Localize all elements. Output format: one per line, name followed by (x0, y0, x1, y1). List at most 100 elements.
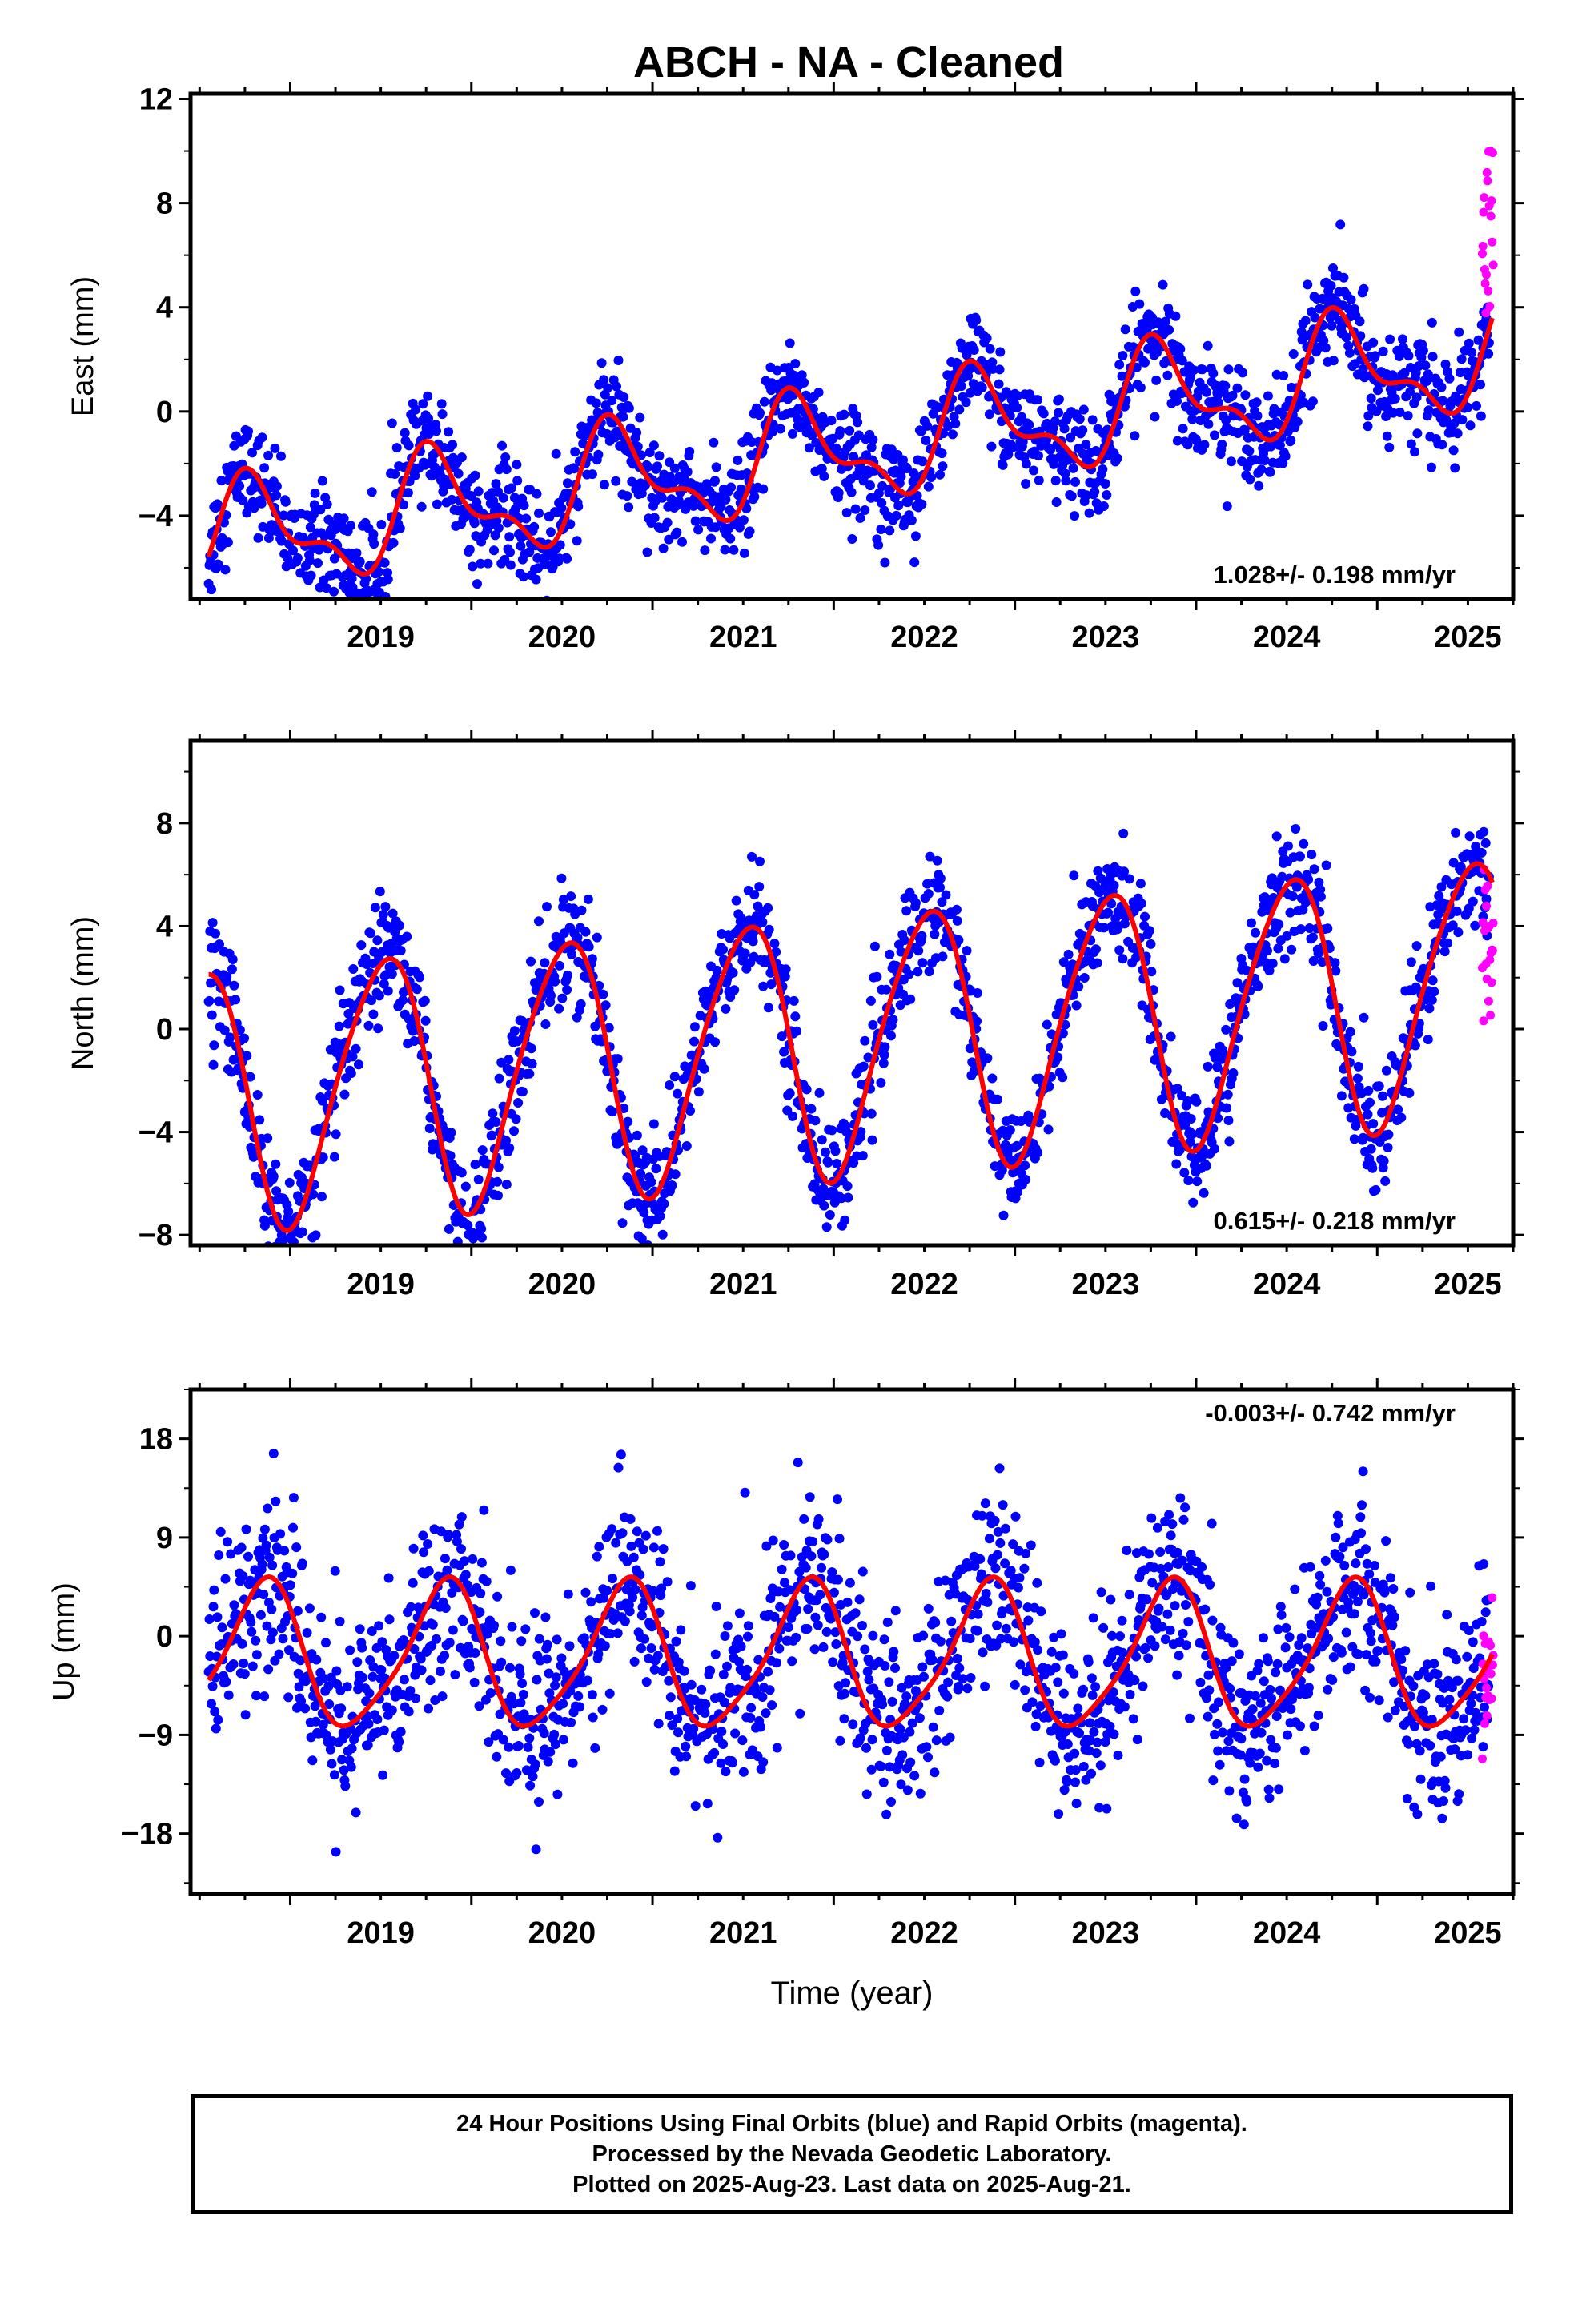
data-point-final (927, 1655, 938, 1665)
data-point-final (649, 1664, 660, 1675)
data-point-final (1033, 1148, 1043, 1158)
data-point-final (1292, 416, 1303, 427)
data-point-final (335, 1616, 345, 1626)
data-point-final (933, 402, 943, 412)
data-point-final (625, 1514, 636, 1524)
data-point-final (710, 1649, 721, 1659)
data-point-final (562, 553, 572, 564)
data-point-final (628, 1552, 639, 1562)
data-point-final (404, 1707, 414, 1717)
data-point-final (1444, 373, 1455, 384)
data-point-final (1182, 440, 1193, 450)
data-point-final (334, 1021, 344, 1031)
data-point-final (342, 1682, 352, 1692)
data-point-final (721, 1003, 731, 1014)
data-point-final (367, 487, 377, 497)
data-point-final (418, 399, 428, 409)
data-point-final (954, 935, 964, 945)
data-point-final (543, 1756, 553, 1767)
data-point-final (604, 1023, 614, 1033)
data-point-final (803, 1604, 813, 1614)
data-point-final (1210, 430, 1219, 440)
data-point-final (412, 984, 422, 995)
data-point-final (901, 1691, 912, 1702)
data-point-final (1300, 316, 1311, 326)
data-point-final (902, 464, 912, 473)
data-point-final (1024, 420, 1034, 430)
data-point-final (329, 1770, 339, 1780)
data-point-final (1191, 1096, 1202, 1107)
data-point-final (822, 1534, 833, 1545)
data-point-final (1091, 1748, 1102, 1759)
data-point-final (986, 441, 997, 452)
data-point-final (398, 995, 408, 1005)
data-point-final (1098, 501, 1109, 511)
data-point-final (777, 1564, 787, 1574)
data-point-final (739, 548, 749, 558)
data-point-final (620, 1616, 630, 1626)
data-point-final (241, 1524, 251, 1534)
data-point-final (1170, 311, 1181, 321)
data-point-final (481, 1576, 492, 1586)
rate-label: 1.028+/- 0.198 mm/yr (1214, 561, 1456, 589)
data-point-final (1071, 1799, 1082, 1809)
data-point-final (288, 1493, 299, 1503)
data-point-final (1383, 1129, 1394, 1140)
data-point-final (299, 1251, 308, 1261)
data-point-final (600, 480, 609, 490)
rate-label: 0.615+/- 0.218 mm/yr (1214, 1207, 1456, 1235)
data-point-final (1102, 490, 1112, 500)
data-point-final (819, 1200, 829, 1211)
data-point-final (563, 478, 572, 489)
data-point-final (546, 527, 556, 537)
data-point-final (1090, 487, 1100, 497)
data-point-final (722, 1661, 732, 1671)
data-point-final (693, 1087, 704, 1097)
data-point-final (1092, 958, 1102, 968)
data-point-final (825, 1210, 835, 1220)
plot-area (203, 147, 1498, 599)
data-point-final (327, 1759, 337, 1769)
data-point-final (858, 1061, 869, 1072)
data-point-final (808, 1536, 818, 1546)
data-point-final (279, 510, 289, 521)
data-point-final (542, 1654, 552, 1664)
data-point-final (961, 397, 971, 408)
data-point-final (995, 1538, 1006, 1548)
y-tick-label: 4 (156, 292, 173, 325)
data-point-final (995, 347, 1006, 357)
data-point-final (211, 928, 220, 939)
data-point-final (517, 1679, 528, 1688)
data-point-final (1381, 1065, 1391, 1076)
data-point-final (404, 440, 414, 451)
data-point-final (934, 1706, 945, 1715)
data-point-final (994, 364, 1005, 375)
data-point-final (1336, 1091, 1347, 1101)
data-point-final (1367, 1163, 1378, 1173)
data-point-final (909, 1771, 920, 1781)
data-point-final (1275, 440, 1285, 450)
data-point-final (516, 1636, 527, 1647)
data-point-final (554, 960, 564, 971)
data-point-final (658, 1544, 669, 1554)
data-point-final (491, 479, 501, 489)
data-point-final (513, 1741, 524, 1751)
data-point-final (259, 1590, 269, 1599)
data-point-rapid (1487, 196, 1496, 206)
data-point-final (632, 441, 643, 452)
data-point-final (556, 1653, 567, 1663)
data-point-final (321, 1638, 331, 1648)
data-point-final (1059, 424, 1070, 434)
data-point-final (935, 883, 945, 893)
data-point-final (997, 1165, 1007, 1176)
data-point-final (383, 574, 393, 585)
data-point-final (374, 567, 384, 577)
data-point-final (395, 920, 404, 931)
data-point-rapid (1484, 996, 1493, 1006)
data-point-final (214, 1550, 224, 1560)
data-point-final (1056, 1629, 1066, 1639)
data-point-final (463, 1267, 472, 1277)
data-point-final (1183, 1176, 1194, 1185)
data-point-final (886, 1031, 896, 1041)
data-point-final (873, 488, 884, 498)
